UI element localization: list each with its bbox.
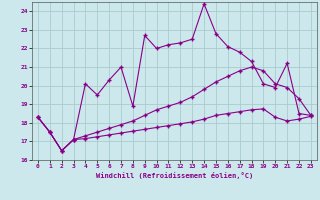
X-axis label: Windchill (Refroidissement éolien,°C): Windchill (Refroidissement éolien,°C) — [96, 172, 253, 179]
